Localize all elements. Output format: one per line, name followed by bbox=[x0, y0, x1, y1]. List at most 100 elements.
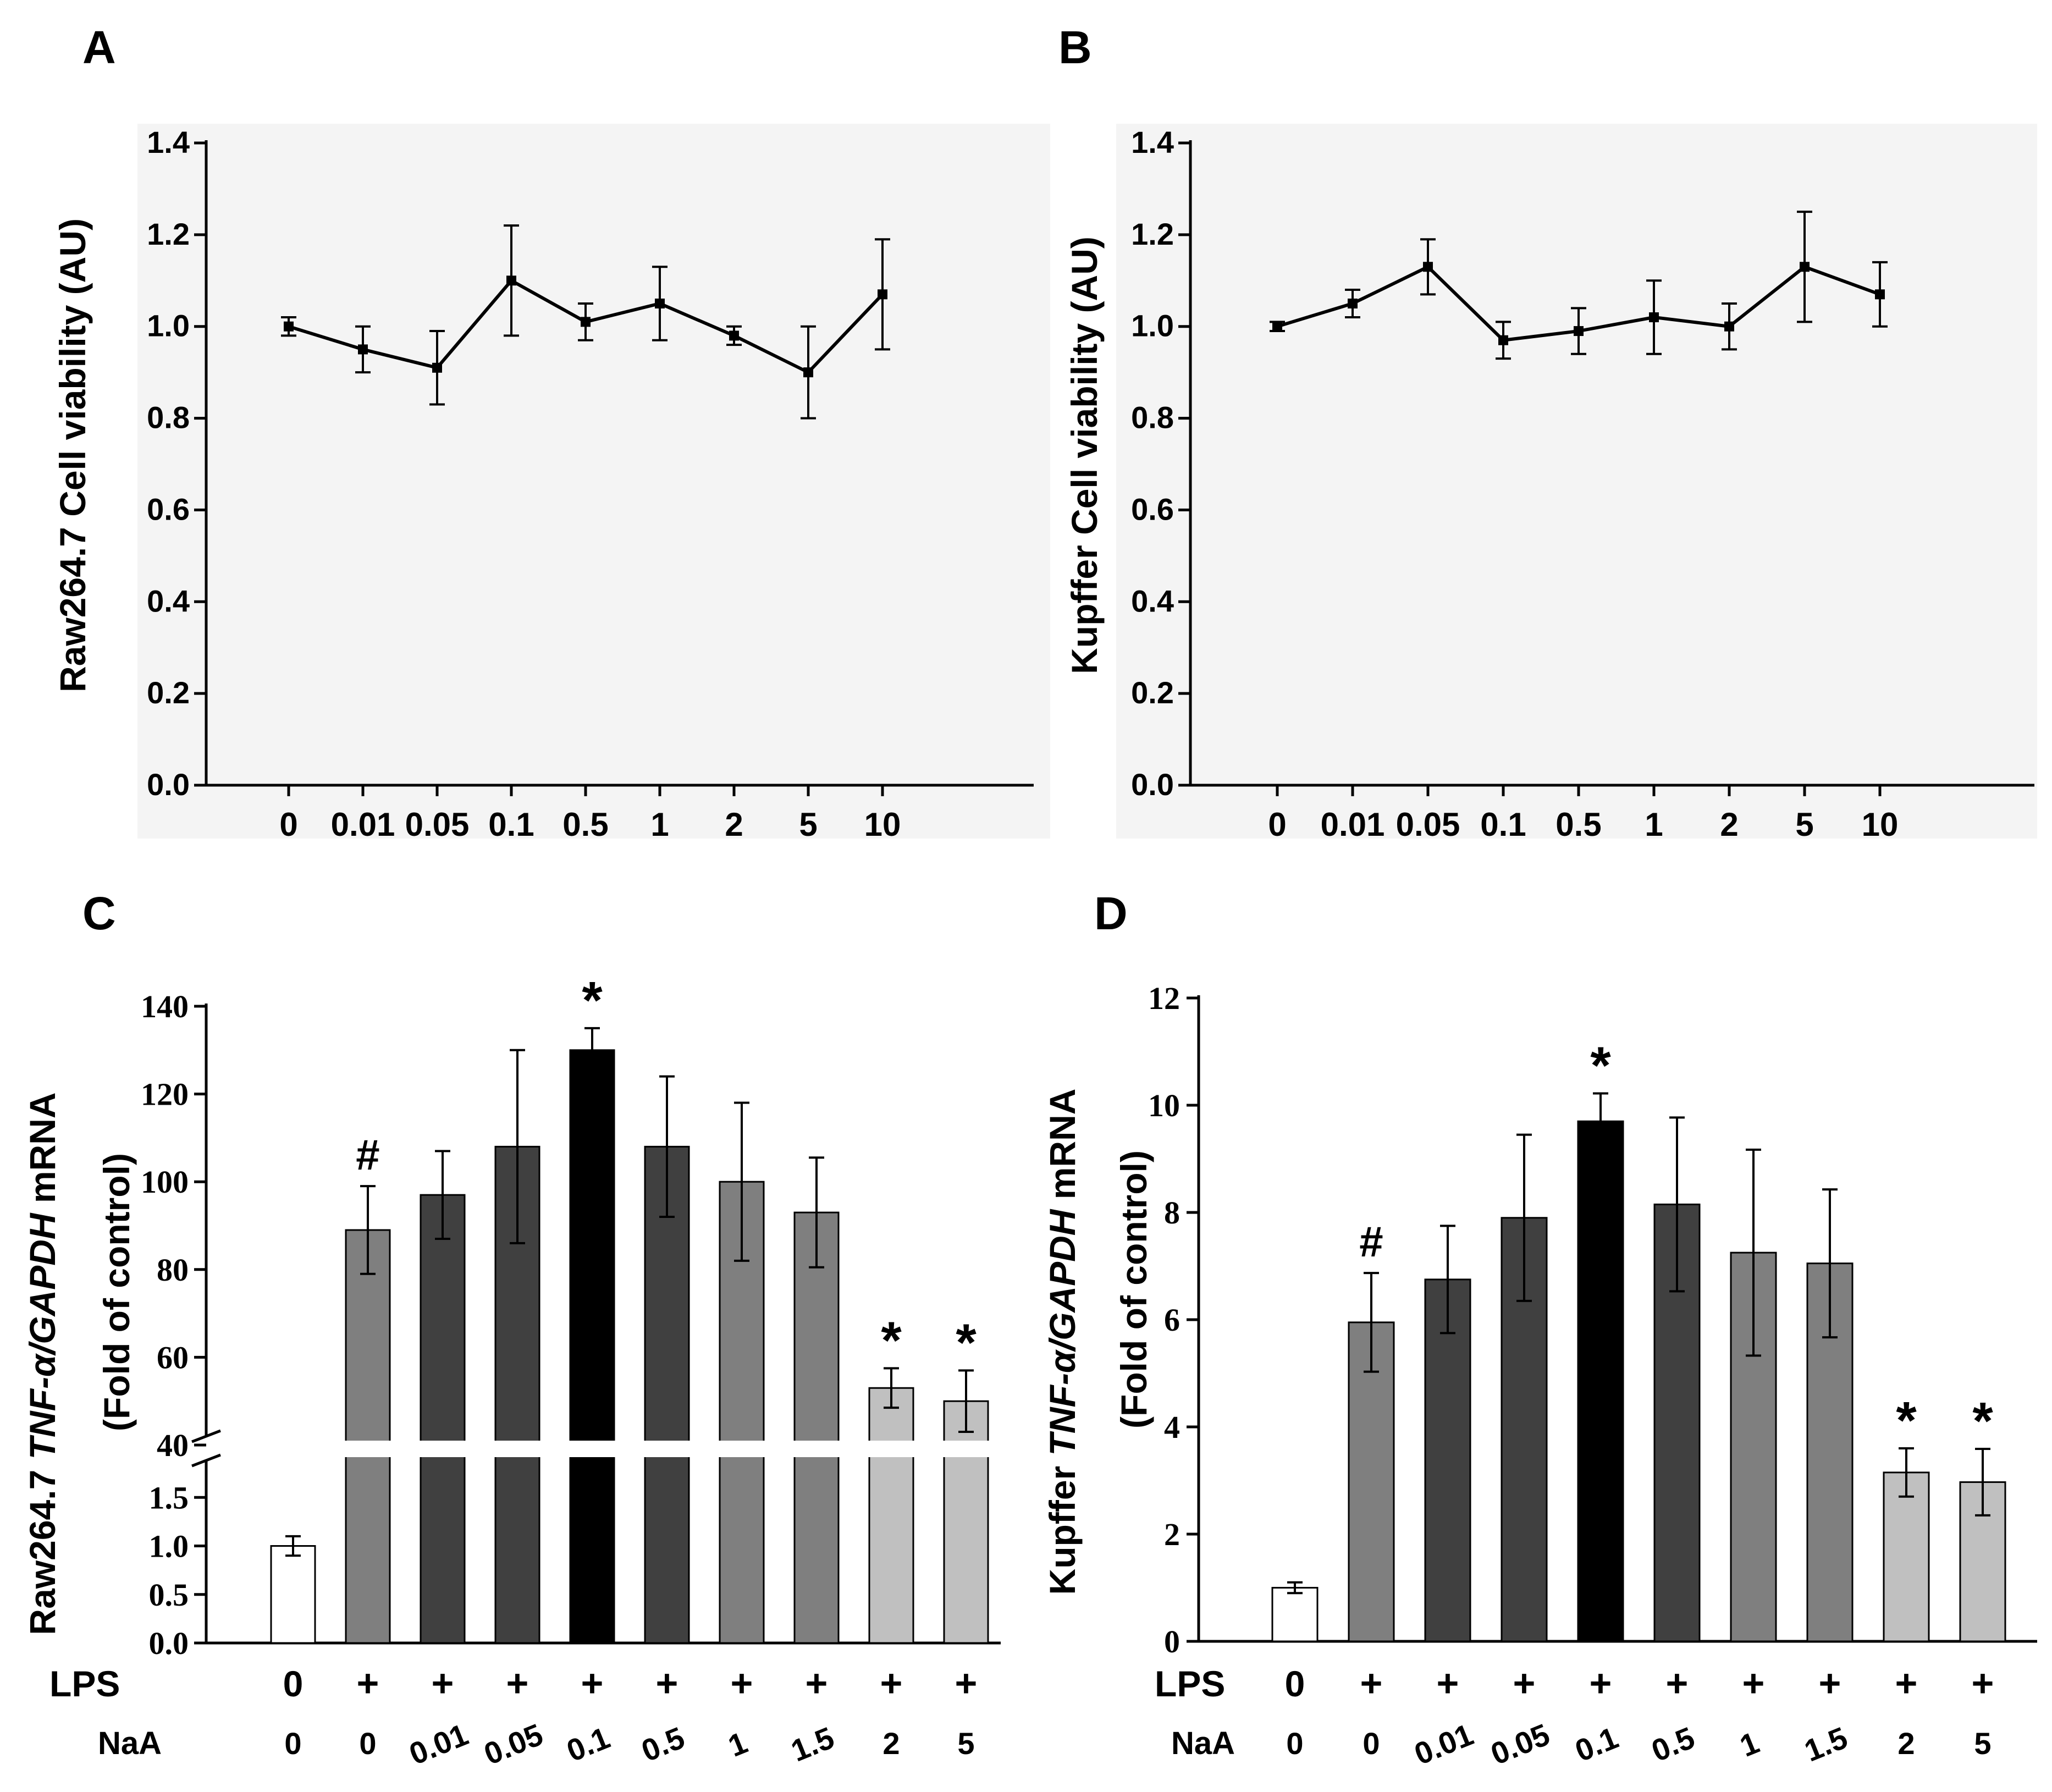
x-tick-label: 0.5 bbox=[1555, 806, 1601, 843]
y-tick-label: 10 bbox=[1148, 1088, 1180, 1123]
data-point bbox=[1875, 289, 1885, 300]
lps-value: + bbox=[880, 1662, 903, 1705]
data-point bbox=[581, 317, 591, 327]
lps-value: + bbox=[1819, 1662, 1841, 1705]
significance-star: * bbox=[1590, 1036, 1611, 1095]
panel-b: B 0.0 0.2 0.4 0.6 0.8 1.0 1.2 1.4 0 0.01 0.05 0.1 0.5… bbox=[1058, 21, 2037, 843]
x-tick-label: 5 bbox=[1795, 806, 1813, 843]
lps-value: + bbox=[1972, 1662, 1994, 1705]
bar bbox=[1883, 1471, 1930, 1642]
data-point bbox=[1348, 299, 1358, 308]
x-tick-label: 0.1 bbox=[1480, 806, 1526, 843]
y-tick-label: 0.0 bbox=[149, 1625, 189, 1661]
y-tick-label: 0.4 bbox=[1131, 583, 1174, 618]
bar bbox=[569, 1049, 615, 1644]
naa-value: 5 bbox=[957, 1726, 974, 1761]
y-axis-label-secondary: (Fold of control) bbox=[96, 1153, 137, 1431]
y-tick-label: 0.8 bbox=[147, 400, 190, 435]
significance-star: * bbox=[1972, 1392, 1993, 1451]
lps-value: + bbox=[1437, 1662, 1459, 1705]
bar bbox=[1424, 1278, 1471, 1642]
y-tick-label: 8 bbox=[1164, 1195, 1180, 1231]
data-point bbox=[1272, 321, 1282, 332]
data-point bbox=[1724, 321, 1734, 332]
data-point bbox=[432, 362, 442, 373]
significance-star: * bbox=[1896, 1391, 1917, 1450]
data-point bbox=[1498, 335, 1508, 345]
x-tick-label: 10 bbox=[864, 806, 901, 843]
x-tick-label: 10 bbox=[1862, 806, 1899, 843]
lps-value: + bbox=[656, 1662, 679, 1705]
x-tick-label: 2 bbox=[725, 806, 743, 843]
significance-star: * bbox=[582, 971, 603, 1030]
bar bbox=[943, 1400, 989, 1644]
y-tick-label: 0.5 bbox=[149, 1577, 189, 1613]
y-axis-label: Kupffer Cell viability (AU) bbox=[1064, 236, 1105, 674]
data-point bbox=[878, 289, 887, 300]
y-tick-label: 0.4 bbox=[147, 583, 190, 618]
data-point bbox=[284, 321, 294, 332]
lps-value: + bbox=[1590, 1662, 1612, 1705]
x-tick-label: 0.1 bbox=[488, 806, 534, 843]
bar bbox=[1348, 1321, 1395, 1642]
lps-value: + bbox=[581, 1662, 604, 1705]
y-axis-label: Kupffer TNF-α/GAPDH mRNA bbox=[1042, 1089, 1083, 1595]
y-tick-label: 80 bbox=[157, 1252, 189, 1288]
data-point bbox=[803, 367, 813, 378]
lps-value: + bbox=[506, 1662, 529, 1705]
panel-a: A 0.0 0.2 0.4 0.6 0.8 1.0 1.2 1.4 0 0.01 0.05 0.1 0.5… bbox=[52, 21, 1050, 843]
y-tick-label: 0.0 bbox=[147, 767, 190, 802]
x-tick-label: 0.5 bbox=[562, 806, 608, 843]
naa-value: 0 bbox=[284, 1726, 301, 1761]
bar bbox=[270, 1545, 316, 1644]
axis-break-mark bbox=[191, 1453, 221, 1468]
naa-row-label: NaA bbox=[1171, 1725, 1235, 1761]
panel-label: B bbox=[1058, 21, 1092, 73]
y-tick-label: 1.0 bbox=[147, 308, 190, 343]
data-point bbox=[729, 330, 739, 341]
lps-row-label: LPS bbox=[49, 1663, 120, 1704]
lps-value: + bbox=[432, 1662, 454, 1705]
y-tick-label: 1.5 bbox=[149, 1480, 189, 1515]
x-tick-label: 0 bbox=[1268, 806, 1286, 843]
naa-value: 2 bbox=[882, 1726, 900, 1761]
panel-label: D bbox=[1094, 887, 1128, 939]
naa-value: 0 bbox=[1286, 1726, 1303, 1761]
y-axis-label-secondary: (Fold of control) bbox=[1113, 1150, 1154, 1429]
y-tick-label: 1.0 bbox=[1131, 308, 1174, 343]
lps-value: + bbox=[1666, 1662, 1689, 1705]
naa-value: 5 bbox=[1974, 1726, 1991, 1761]
data-point bbox=[506, 275, 516, 286]
naa-value: 2 bbox=[1897, 1726, 1915, 1761]
significance-star: * bbox=[881, 1311, 902, 1370]
y-tick-label: 1.2 bbox=[1131, 217, 1174, 251]
y-tick-label: 40 bbox=[157, 1427, 189, 1463]
y-axis-label: Raw264.7 TNF-α/GAPDH mRNA bbox=[22, 1092, 63, 1635]
y-tick-label: 1.4 bbox=[147, 125, 190, 159]
lps-value: + bbox=[357, 1662, 379, 1705]
data-point bbox=[1649, 312, 1659, 323]
data-point bbox=[358, 344, 368, 355]
bar bbox=[644, 1145, 690, 1644]
lps-value: + bbox=[731, 1662, 753, 1705]
lps-value: 0 bbox=[283, 1663, 304, 1704]
plot-background bbox=[137, 124, 1050, 839]
y-tick-label: 0 bbox=[1164, 1624, 1180, 1659]
y-tick-label: 1.2 bbox=[147, 217, 190, 251]
x-tick-label: 2 bbox=[1720, 806, 1738, 843]
y-tick-label: 0.6 bbox=[1131, 492, 1174, 526]
lps-value: + bbox=[1513, 1662, 1536, 1705]
y-tick-label: 0.0 bbox=[1131, 767, 1174, 802]
y-tick-label: 100 bbox=[141, 1164, 189, 1200]
bar bbox=[1271, 1587, 1319, 1642]
y-tick-label: 120 bbox=[141, 1077, 189, 1112]
y-tick-label: 60 bbox=[157, 1339, 189, 1375]
plot-background bbox=[1116, 124, 2037, 839]
lps-row-label: LPS bbox=[1155, 1663, 1225, 1704]
x-tick-label: 5 bbox=[799, 806, 817, 843]
y-tick-label: 2 bbox=[1164, 1517, 1180, 1552]
naa-value: 0 bbox=[1363, 1726, 1380, 1761]
y-tick-label: 6 bbox=[1164, 1302, 1180, 1338]
y-axis-label: Raw264.7 Cell viability (AU) bbox=[52, 218, 93, 692]
